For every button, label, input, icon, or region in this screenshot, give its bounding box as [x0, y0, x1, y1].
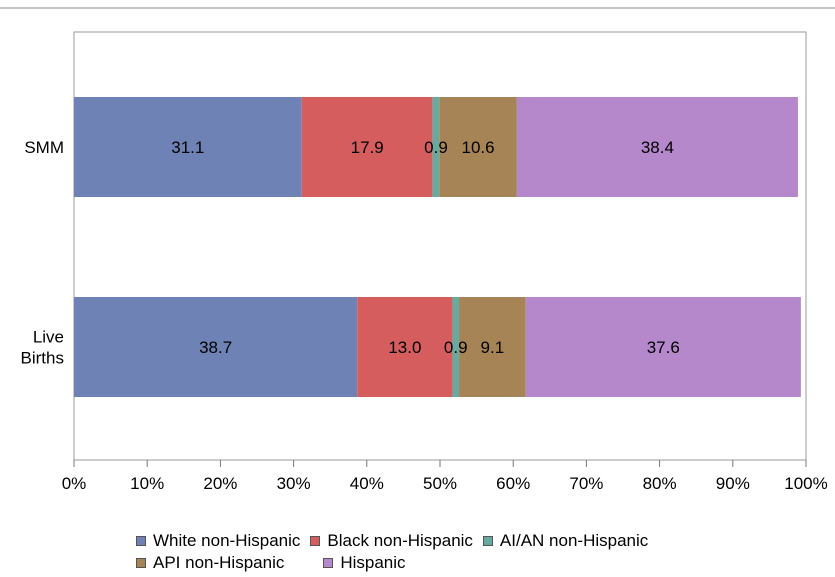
bar-1-4 [525, 297, 801, 397]
legend: White non-Hispanic Black non-Hispanic AI… [136, 530, 796, 574]
bar-0-4 [516, 97, 798, 197]
x-tick-label-6: 60% [496, 474, 530, 493]
legend-item-hispanic: Hispanic [323, 553, 406, 573]
legend-swatch-api [136, 558, 146, 568]
x-tick-label-1: 10% [130, 474, 164, 493]
legend-label-black: Black non-Hispanic [327, 531, 473, 550]
data-label-1-1: 13.0 [388, 338, 421, 357]
data-label-1-4: 37.6 [647, 338, 680, 357]
data-label-1-0: 38.7 [199, 338, 232, 357]
x-tick-label-4: 40% [350, 474, 384, 493]
data-label-1-3: 9.1 [481, 338, 505, 357]
bar-0-0 [74, 97, 302, 197]
bar-1-2 [452, 297, 460, 397]
bar-0-1 [301, 97, 433, 197]
category-label-1-1: Births [21, 349, 64, 368]
data-label-0-1: 17.9 [351, 138, 384, 157]
x-tick-label-10: 100% [784, 474, 827, 493]
legend-row-2: API non-Hispanic Hispanic [136, 552, 796, 574]
legend-item-aian: AI/AN non-Hispanic [482, 531, 649, 551]
legend-swatch-hispanic [323, 558, 334, 568]
bar-1-3 [459, 297, 526, 397]
x-tick-label-2: 20% [203, 474, 237, 493]
x-tick-label-9: 90% [716, 474, 750, 493]
legend-label-aian: AI/AN non-Hispanic [499, 531, 649, 550]
legend-row-1: White non-Hispanic Black non-Hispanic AI… [136, 530, 796, 552]
legend-item-api: API non-Hispanic [136, 553, 284, 573]
data-label-0-0: 31.1 [171, 138, 204, 157]
x-tick-label-5: 50% [423, 474, 457, 493]
category-label-1-0: Live [33, 328, 64, 347]
data-label-0-4: 38.4 [641, 138, 674, 157]
legend-swatch-black [310, 536, 321, 546]
x-tick-label-8: 80% [643, 474, 677, 493]
legend-item-black: Black non-Hispanic [310, 531, 473, 551]
legend-label-api: API non-Hispanic [153, 553, 285, 572]
data-label-1-2: 0.9 [444, 338, 468, 357]
bar-0-2 [432, 97, 440, 197]
legend-swatch-white [136, 536, 146, 546]
legend-item-white: White non-Hispanic [136, 531, 300, 551]
legend-label-hispanic: Hispanic [340, 553, 406, 572]
bar-0-3 [439, 97, 517, 197]
bar-1-0 [74, 297, 358, 397]
bar-1-1 [357, 297, 453, 397]
legend-label-white: White non-Hispanic [153, 531, 301, 550]
legend-swatch-aian [482, 536, 493, 546]
data-label-0-3: 10.6 [462, 138, 495, 157]
category-label-0-0: SMM [24, 138, 64, 157]
x-tick-label-7: 70% [569, 474, 603, 493]
data-label-0-2: 0.9 [424, 138, 448, 157]
x-tick-label-3: 30% [277, 474, 311, 493]
x-tick-label-0: 0% [62, 474, 87, 493]
